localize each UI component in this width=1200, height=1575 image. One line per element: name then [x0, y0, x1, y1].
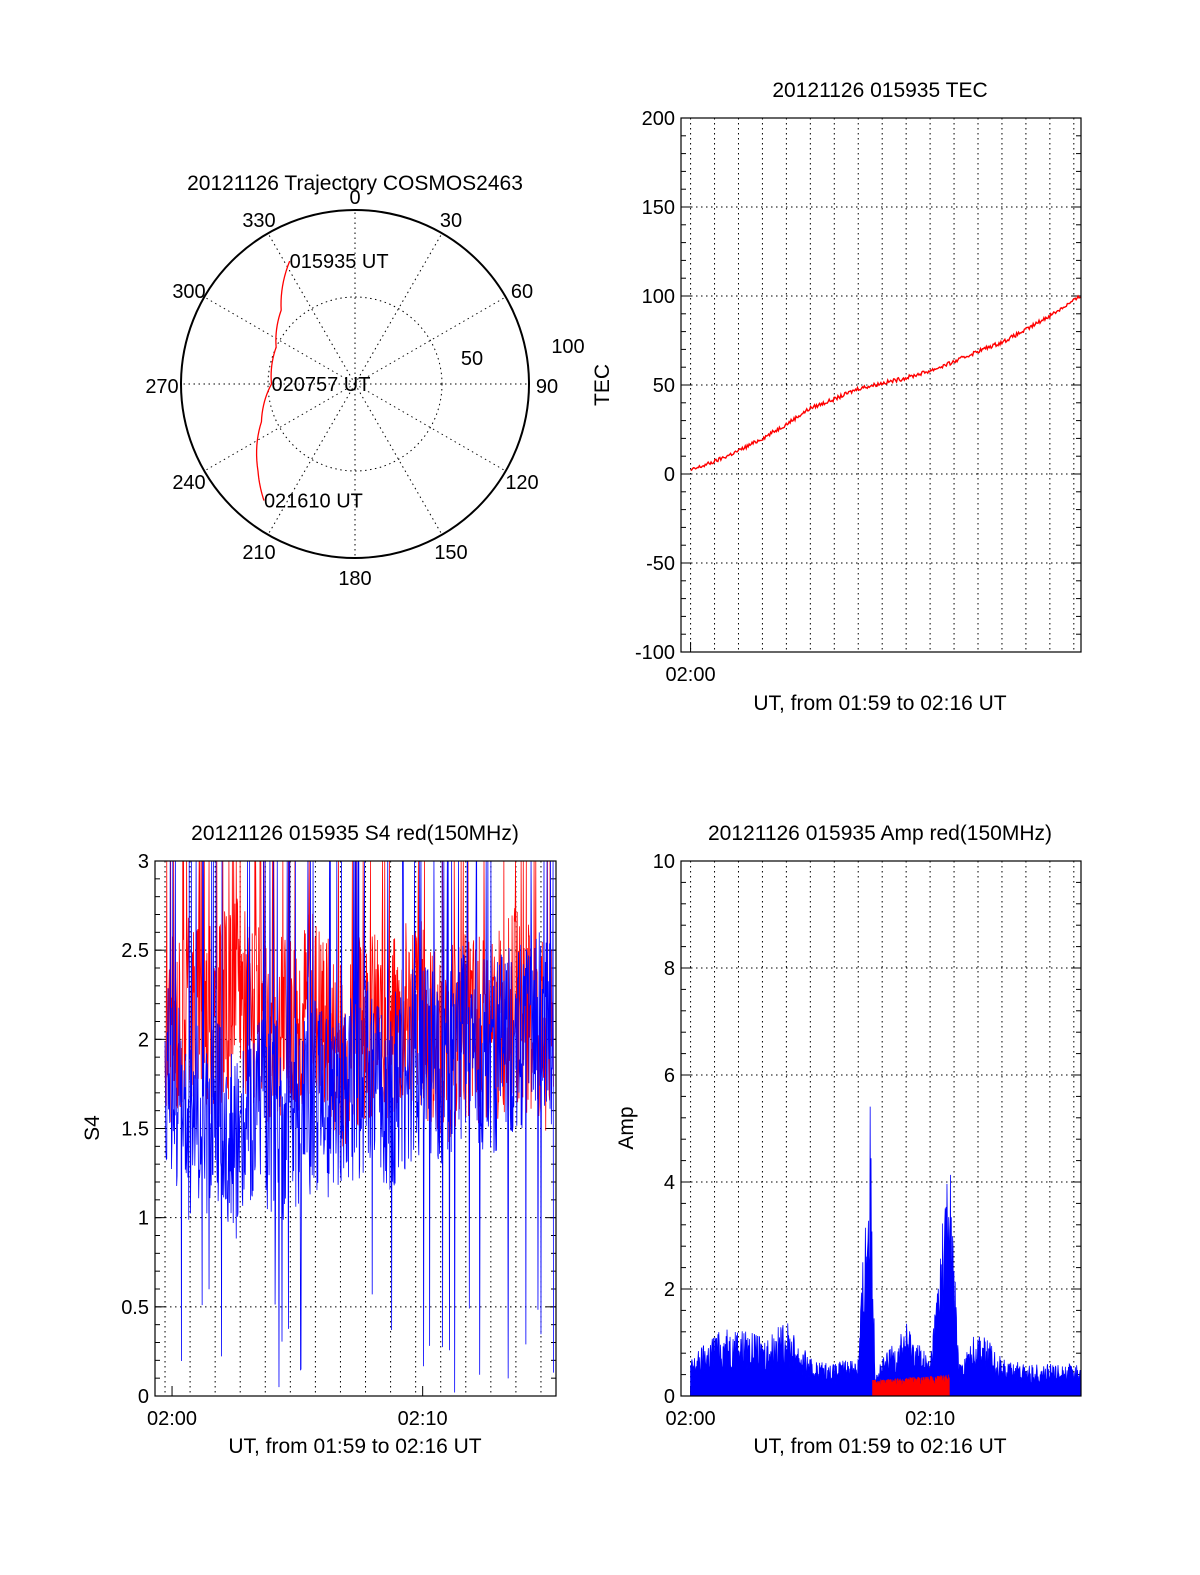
s4-series: [164, 860, 554, 1393]
tec-ytick-label: 0: [664, 464, 675, 486]
azimuth-label-30: 30: [440, 210, 462, 232]
azimuth-label-150: 150: [434, 542, 467, 564]
tec-ylabel: TEC: [591, 364, 614, 406]
s4-series-1: [164, 860, 554, 1393]
azimuth-label-240: 240: [172, 472, 205, 494]
polar-azimuth-labels: 0 30 60 90 120 150 180 210 240 270 300 3…: [145, 187, 584, 590]
s4-ytick-label: 0.5: [121, 1297, 149, 1319]
s4-ytick-label: 3: [138, 851, 149, 873]
amp-ticks: 0 2 4 6 8 10 02:00 02:10: [653, 851, 1081, 1430]
amp-title: 20121126 015935 Amp red(150MHz): [708, 822, 1052, 845]
amp-frame: [680, 860, 1082, 1397]
trajectory-path: [255, 260, 291, 501]
s4-title: 20121126 015935 S4 red(150MHz): [191, 822, 519, 845]
s4-xtick-label: 02:10: [398, 1408, 448, 1430]
s4-panel: 20121126 015935 S4 red(150MHz) 0 0.5 1 1.5 2…: [81, 822, 557, 1458]
tec-series: [690, 294, 1082, 472]
s4-ytick-label: 2: [138, 1029, 149, 1051]
s4-xtick-label: 02:00: [147, 1408, 197, 1430]
polar-grid: [181, 210, 529, 558]
tec-title: 20121126 015935 TEC: [772, 79, 987, 102]
azimuth-label-270: 270: [145, 376, 178, 398]
amp-ytick-label: 4: [664, 1172, 675, 1194]
tec-xlabel: UT, from 01:59 to 02:16 UT: [753, 692, 1006, 715]
trajectory-title: 20121126 Trajectory COSMOS2463: [187, 172, 523, 195]
s4-xlabel: UT, from 01:59 to 02:16 UT: [228, 1435, 481, 1458]
azimuth-label-330: 330: [242, 210, 275, 232]
amp-xlabel: UT, from 01:59 to 02:16 UT: [753, 1435, 1006, 1458]
trajectory-time-label: 021610 UT: [264, 491, 363, 513]
s4-ytick-label: 0: [138, 1386, 149, 1408]
amp-ytick-label: 8: [664, 958, 675, 980]
azimuth-label-210: 210: [242, 542, 275, 564]
amp-xtick-label: 02:00: [666, 1408, 716, 1430]
tec-xtick-label: 02:00: [666, 664, 716, 686]
amp-ytick-label: 6: [664, 1065, 675, 1087]
azimuth-label-0: 0: [349, 187, 360, 209]
trajectory-time-label: 015935 UT: [290, 251, 389, 273]
tec-frame: [680, 117, 1082, 653]
azimuth-label-90: 90: [536, 376, 558, 398]
amp-series: [690, 1106, 1082, 1397]
tec-series-0: [690, 294, 1082, 472]
amp-series-1: [872, 1374, 950, 1397]
trajectory-panel: 20121126 Trajectory COSMOS2463 0 30 60 9…: [145, 172, 584, 590]
amp-panel: 20121126 015935 Amp red(150MHz) 02468100…: [615, 822, 1082, 1458]
radial-label-100: 100: [551, 336, 584, 358]
tec-ytick-label: 150: [642, 197, 675, 219]
tec-ytick-label: -50: [646, 553, 675, 575]
amp-grid: [681, 861, 1081, 1396]
polar-spoke: [354, 383, 443, 535]
s4-ytick-label: 1: [138, 1208, 149, 1230]
polar-series: 015935 UT 020757 UT 021610 UT: [255, 251, 389, 513]
amp-series-0: [690, 1106, 1082, 1397]
tec-grid: [681, 118, 1081, 652]
s4-ylabel: S4: [81, 1115, 104, 1141]
amp-ytick-label: 10: [653, 851, 675, 873]
trajectory-time-label: 020757 UT: [271, 374, 370, 396]
polar-spoke: [204, 383, 356, 472]
polar-spoke: [354, 296, 506, 385]
amp-xtick-label: 02:10: [905, 1408, 955, 1430]
azimuth-label-300: 300: [172, 281, 205, 303]
s4-grid: [155, 861, 556, 1396]
s4-ytick-label: 2.5: [121, 940, 149, 962]
radial-label-50: 50: [461, 348, 483, 370]
polar-spoke: [267, 233, 356, 385]
polar-spoke: [204, 296, 356, 385]
tec-ytick-label: 50: [653, 375, 675, 397]
amp-ytick-label: 2: [664, 1279, 675, 1301]
tec-ytick-label: 200: [642, 108, 675, 130]
amp-ytick-label: 0: [664, 1386, 675, 1408]
tec-ytick-label: 100: [642, 286, 675, 308]
azimuth-label-60: 60: [511, 281, 533, 303]
polar-spoke: [354, 383, 506, 472]
polar-spoke: [267, 383, 356, 535]
polar-inner-circle: [267, 296, 443, 472]
tec-ytick-label: -100: [635, 642, 675, 664]
s4-frame: [154, 860, 557, 1397]
amp-ylabel: Amp: [615, 1106, 638, 1149]
azimuth-label-180: 180: [338, 568, 371, 590]
polar-spoke: [354, 233, 443, 385]
tec-panel: 20121126 015935 TEC -100 -50 0 50 100 150 200 0…: [591, 79, 1082, 715]
polar-outer-circle: [180, 209, 530, 559]
azimuth-label-120: 120: [505, 472, 538, 494]
s4-ytick-label: 1.5: [121, 1119, 149, 1141]
